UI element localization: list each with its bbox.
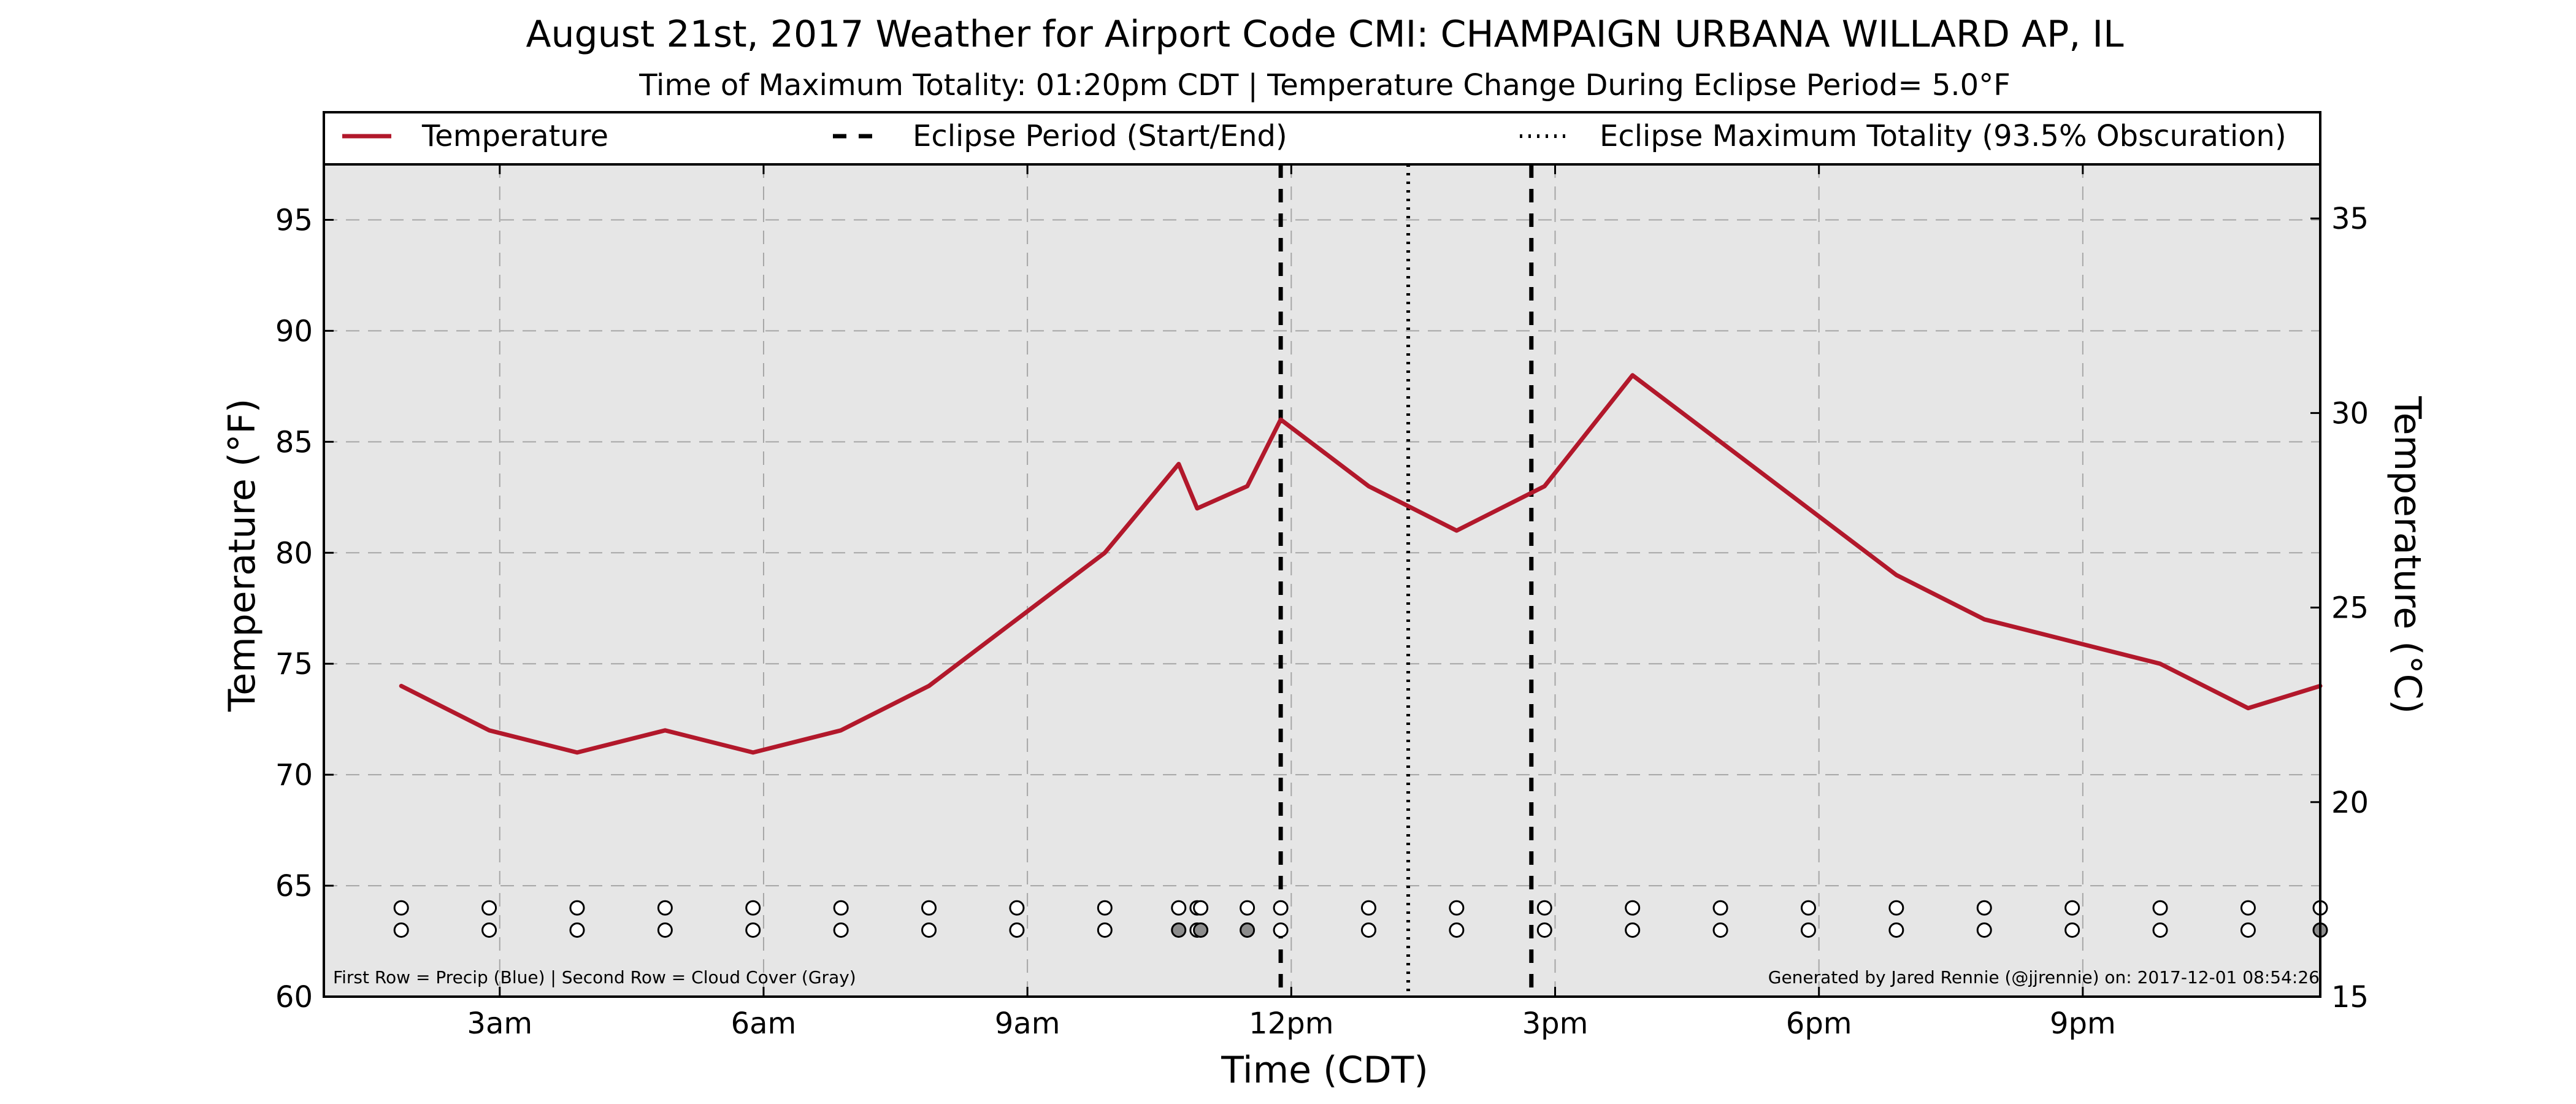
y-tick-label-left: 85 (275, 425, 313, 459)
temperature-line (399, 373, 2323, 755)
y-tick-label-left: 95 (275, 203, 313, 237)
x-tick-label: 3pm (1522, 1006, 1589, 1041)
precip-dot (1097, 900, 1113, 916)
cloud-cover-dot (1097, 922, 1113, 938)
chart-title: August 21st, 2017 Weather for Airport Co… (526, 13, 2124, 56)
precip-dot (1193, 900, 1209, 916)
cloud-cover-dot (657, 922, 673, 938)
x-tick-label: 9pm (2050, 1006, 2116, 1041)
x-tick-label: 3am (467, 1006, 532, 1041)
cloud-cover-dot (833, 922, 849, 938)
y-tick-label-left: 65 (275, 869, 313, 903)
cloud-cover-dot (481, 922, 497, 938)
cloud-cover-dot (1240, 922, 1255, 938)
cloud-cover-dot (1009, 922, 1025, 938)
y-tick-label-left: 75 (275, 647, 313, 681)
precip-dot (481, 900, 497, 916)
precip-dot (2240, 900, 2256, 916)
footnote-left: First Row = Precip (Blue) | Second Row =… (333, 967, 856, 987)
cloud-cover-dot (1800, 922, 1816, 938)
x-tick-label: 6pm (1786, 1006, 1852, 1041)
precip-dot (1273, 900, 1289, 916)
cloud-cover-dot (745, 922, 761, 938)
cloud-cover-dot (1193, 922, 1209, 938)
y-axis-label-right: Temperature (°C) (2386, 396, 2429, 714)
chart-subtitle: Time of Maximum Totality: 01:20pm CDT | … (638, 68, 2011, 102)
cloud-cover-dot (2152, 922, 2168, 938)
legend: Temperature Eclipse Period (Start/End) E… (323, 111, 2321, 166)
footnote-right: Generated by Jared Rennie (@jjrennie) on… (1768, 967, 2320, 987)
cloud-cover-dot (393, 922, 409, 938)
y-tick-label-right: 35 (2331, 202, 2369, 236)
precip-dot (1625, 900, 1641, 916)
plot-background (324, 164, 2320, 997)
cloud-cover-dot (1360, 922, 1376, 938)
cloud-cover-dot (921, 922, 937, 938)
precip-dot (1171, 900, 1187, 916)
legend-label-eclipse-max: Eclipse Maximum Totality (93.5% Obscurat… (1600, 119, 2287, 153)
precip-dot (921, 900, 937, 916)
y-tick-label-left: 90 (275, 314, 313, 348)
cloud-cover-dot (1976, 922, 1992, 938)
legend-label-temperature: Temperature (421, 119, 608, 153)
y-tick-label-left: 60 (275, 980, 313, 1014)
precip-dot (2152, 900, 2168, 916)
precip-dot (1888, 900, 1904, 916)
cloud-cover-dot (569, 922, 585, 938)
precip-dot (569, 900, 585, 916)
precip-dot (657, 900, 673, 916)
cloud-cover-dot (1712, 922, 1728, 938)
y-tick-label-right: 25 (2331, 591, 2369, 626)
y-tick-label-left: 80 (275, 536, 313, 570)
x-tick-label: 9am (995, 1006, 1060, 1041)
y-axis-label-left: Temperature (°F) (221, 399, 264, 712)
cloud-cover-dot (1171, 922, 1187, 938)
precip-dot (1976, 900, 1992, 916)
cloud-cover-dot (2064, 922, 2080, 938)
x-tick-label: 6am (731, 1006, 797, 1041)
x-axis-label: Time (CDT) (1221, 1049, 1428, 1092)
precip-dot (1240, 900, 1255, 916)
precip-dot (833, 900, 849, 916)
cloud-cover-dot (1888, 922, 1904, 938)
precip-dot (1360, 900, 1376, 916)
precip-dot (2064, 900, 2080, 916)
legend-label-eclipse-period: Eclipse Period (Start/End) (913, 119, 1287, 153)
y-tick-label-left: 70 (275, 758, 313, 792)
cloud-cover-dot (1273, 922, 1289, 938)
x-tick-label: 12pm (1249, 1006, 1333, 1041)
precip-dot (745, 900, 761, 916)
y-tick-label-right: 20 (2331, 786, 2369, 820)
precip-dot (1800, 900, 1816, 916)
y-tick-label-right: 30 (2331, 396, 2369, 431)
y-tick-label-right: 15 (2331, 980, 2369, 1014)
cloud-cover-dot (1536, 922, 1552, 938)
precip-dot (393, 900, 409, 916)
cloud-cover-dot (2240, 922, 2256, 938)
legend-box (323, 111, 2321, 166)
cloud-cover-dot (1449, 922, 1465, 938)
precip-dot (1536, 900, 1552, 916)
precip-dot (1009, 900, 1025, 916)
precip-dot (1712, 900, 1728, 916)
precip-dot (1449, 900, 1465, 916)
cloud-cover-dot (1625, 922, 1641, 938)
